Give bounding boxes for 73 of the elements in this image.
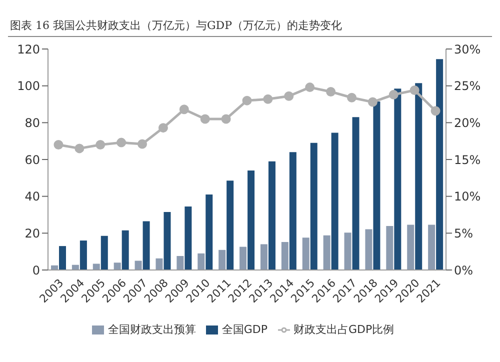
point: [368, 97, 378, 107]
bar: [248, 170, 255, 270]
bar: [176, 256, 184, 270]
bar: [142, 221, 150, 270]
legend-label: 财政支出占GDP比例: [294, 323, 394, 336]
bar: [415, 83, 422, 270]
bar: [80, 240, 87, 270]
point: [326, 86, 336, 96]
point: [305, 82, 315, 92]
point: [346, 92, 356, 102]
bar: [310, 142, 318, 270]
point: [200, 114, 210, 124]
legend-label: 全国GDP: [222, 323, 268, 336]
bar: [184, 206, 192, 270]
bar: [268, 161, 276, 270]
point: [179, 104, 189, 114]
y-tick-label: 120: [17, 42, 40, 56]
bar: [260, 244, 268, 270]
bar: [365, 229, 372, 270]
bar: [226, 180, 234, 270]
bar: [302, 238, 310, 270]
bar: [386, 226, 394, 270]
bar: [373, 101, 380, 270]
bar: [344, 232, 352, 270]
bar: [394, 88, 402, 270]
bar: [218, 250, 226, 270]
point: [221, 114, 231, 124]
bar: [289, 152, 296, 270]
bar: [100, 236, 108, 270]
y-tick-label: 40: [24, 190, 40, 204]
point: [96, 140, 106, 150]
y-tick-label: 80: [24, 116, 40, 130]
point: [54, 140, 64, 150]
bar: [240, 246, 247, 270]
bar: [59, 246, 66, 270]
bar: [352, 117, 360, 270]
y2-tick-label: 30%: [454, 42, 481, 56]
y-tick-label: 100: [17, 79, 40, 94]
point: [138, 139, 148, 149]
y-tick-label: 60: [24, 152, 40, 167]
bar: [198, 253, 205, 270]
point: [284, 91, 294, 101]
bar: [407, 224, 414, 270]
point: [410, 86, 420, 96]
bar: [156, 258, 163, 270]
legend-label: 全国财政支出预算: [108, 323, 196, 336]
point: [116, 138, 126, 148]
point: [242, 96, 252, 106]
point: [158, 123, 168, 133]
bar: [331, 132, 338, 270]
bar: [436, 59, 444, 270]
y2-tick-label: 0%: [454, 263, 474, 278]
bar: [428, 224, 436, 270]
chart-title: 图表 16 我国公共财政支出（万亿元）与GDP（万亿元）的走势变化: [8, 8, 492, 37]
bar: [323, 235, 330, 270]
y2-tick-label: 20%: [454, 116, 481, 130]
bar: [206, 194, 213, 270]
point: [430, 106, 440, 116]
point: [74, 144, 84, 154]
bar: [114, 262, 121, 270]
y-tick-label: 0: [32, 263, 40, 278]
y2-tick-label: 5%: [454, 226, 474, 240]
bar: [281, 242, 288, 270]
point: [263, 94, 273, 104]
y2-tick-label: 10%: [454, 190, 481, 204]
bar: [134, 260, 142, 270]
point: [388, 90, 398, 100]
y2-tick-label: 15%: [454, 152, 481, 167]
y-tick-label: 20: [24, 226, 40, 240]
bar: [122, 230, 129, 270]
y2-tick-label: 25%: [454, 79, 481, 94]
bar: [92, 264, 100, 270]
bar: [164, 212, 171, 270]
